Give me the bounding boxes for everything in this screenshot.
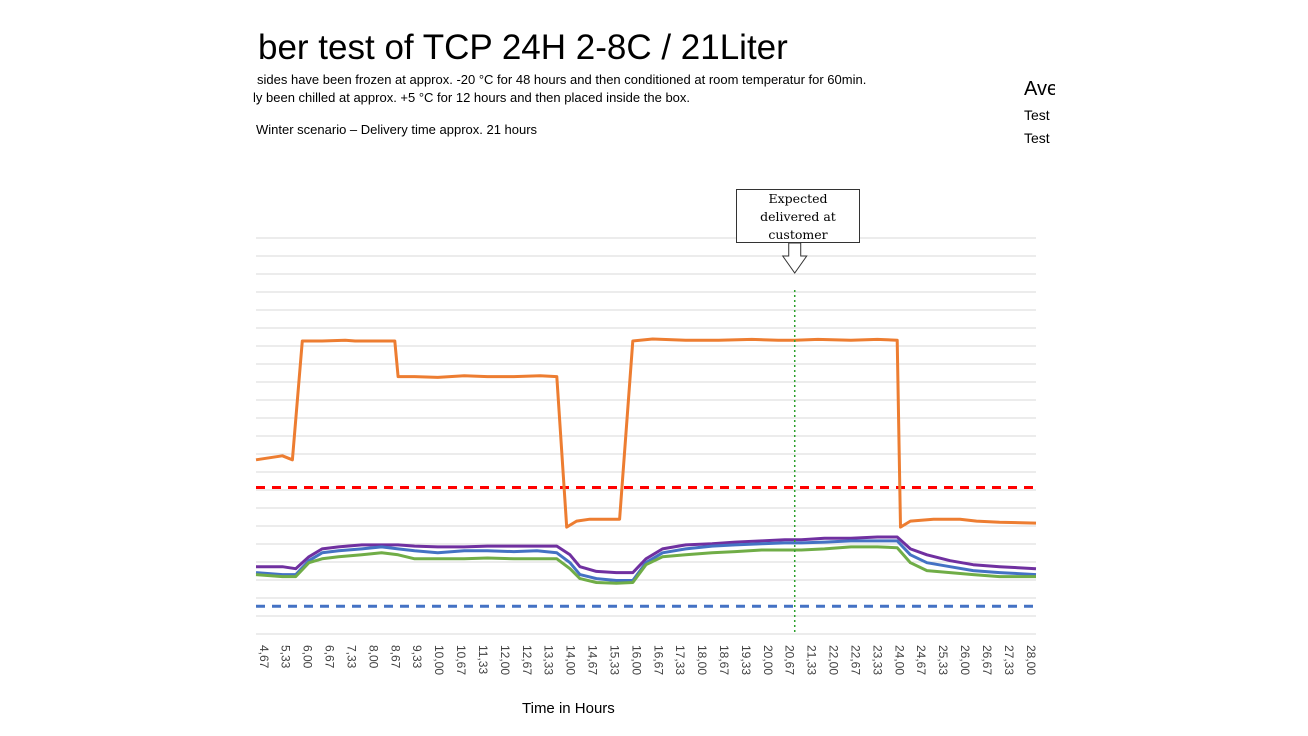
x-tick-label: 6,00 bbox=[301, 645, 315, 669]
x-tick-label: 20,67 bbox=[783, 645, 797, 675]
x-tick-label: 26,67 bbox=[980, 645, 994, 675]
series-line-green bbox=[255, 545, 1036, 585]
x-tick-label: 18,00 bbox=[695, 645, 709, 675]
x-tick-label: 17,33 bbox=[673, 645, 687, 675]
right-panel-heading: Ave bbox=[1024, 78, 1059, 100]
x-tick-label: 22,00 bbox=[827, 645, 841, 675]
callout-line-3: customer bbox=[768, 227, 828, 242]
expected-delivery-callout: Expected delivered at customer bbox=[736, 189, 860, 243]
x-tick-label: 16,67 bbox=[651, 645, 665, 675]
x-tick-label: 9,33 bbox=[410, 645, 424, 669]
x-tick-label: 14,67 bbox=[586, 645, 600, 675]
x-tick-label: 12,00 bbox=[498, 645, 512, 675]
x-tick-label: 15,33 bbox=[607, 645, 621, 675]
x-tick-label: 24,67 bbox=[914, 645, 928, 675]
x-tick-label: 22,67 bbox=[849, 645, 863, 675]
x-axis-label: Time in Hours bbox=[522, 700, 615, 717]
x-tick-label: 28,00 bbox=[1024, 645, 1038, 675]
x-tick-label: 26,00 bbox=[958, 645, 972, 675]
x-tick-label: 24,00 bbox=[892, 645, 906, 675]
right-panel-item-2: Test bbox=[1024, 130, 1050, 146]
x-tick-label: 5,33 bbox=[279, 645, 293, 669]
x-tick-label: 6,67 bbox=[323, 645, 337, 669]
x-tick-label: 27,33 bbox=[1002, 645, 1016, 675]
scenario-text: Winter scenario – Delivery time approx. … bbox=[256, 122, 538, 137]
series-line-orange bbox=[255, 337, 1037, 529]
x-tick-label: 8,67 bbox=[388, 645, 402, 669]
x-tick-label: 18,67 bbox=[717, 645, 731, 675]
x-tick-label: 8,00 bbox=[366, 645, 380, 669]
x-tick-label: 13,33 bbox=[542, 645, 556, 675]
callout-line-2: delivered at bbox=[760, 209, 836, 224]
x-tick-label: 7,33 bbox=[345, 645, 359, 669]
x-tick-label: 25,33 bbox=[936, 645, 950, 675]
description-line-2: ly been chilled at approx. +5 °C for 12 … bbox=[253, 90, 691, 105]
x-tick-label: 11,33 bbox=[476, 645, 490, 674]
callout-arrow bbox=[781, 242, 808, 274]
x-tick-label: 23,33 bbox=[870, 645, 884, 675]
right-panel-clip bbox=[1055, 70, 1135, 160]
series-line-purple bbox=[256, 535, 1037, 575]
x-tick-label: 4,67 bbox=[257, 645, 271, 669]
x-tick-label: 21,33 bbox=[805, 645, 819, 675]
x-tick-label: 19,33 bbox=[739, 645, 753, 675]
right-panel-item-1: Test bbox=[1024, 107, 1050, 123]
x-tick-label: 12,67 bbox=[520, 645, 534, 675]
series-line-blue bbox=[255, 539, 1037, 582]
x-tick-label: 20,00 bbox=[761, 645, 775, 675]
x-tick-label: 14,00 bbox=[564, 645, 578, 675]
x-tick-label: 10,00 bbox=[432, 645, 446, 675]
x-tick-label: 16,00 bbox=[629, 645, 643, 675]
description-line-1: sides have been frozen at approx. -20 °C… bbox=[257, 72, 867, 87]
x-tick-label: 10,67 bbox=[454, 645, 468, 675]
page-title: ber test of TCP 24H 2-8C / 21Liter bbox=[258, 28, 788, 67]
callout-line-1: Expected bbox=[768, 191, 828, 206]
